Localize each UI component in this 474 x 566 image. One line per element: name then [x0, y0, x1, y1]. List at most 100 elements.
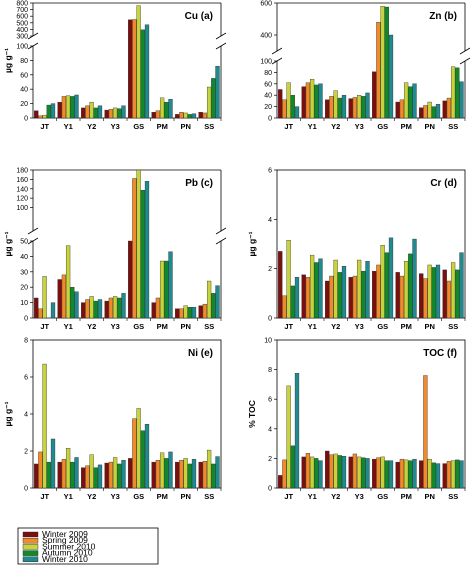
bar-JT-0 — [278, 475, 283, 489]
bar-SS-2 — [450, 262, 456, 319]
y-tick-label: 0 — [268, 116, 272, 123]
bar-PN-2 — [427, 264, 432, 319]
bar-SS-3 — [455, 459, 460, 489]
bar-Y1-3 — [70, 461, 75, 489]
bar-PM-4 — [168, 451, 173, 489]
bar-SS-0 — [198, 112, 203, 119]
bar-Y2-4 — [341, 266, 347, 319]
axis-break-mark — [271, 47, 283, 55]
bar-Y2-3 — [93, 467, 98, 489]
bar-Y3-3 — [117, 297, 122, 319]
bar-Y1-0 — [301, 274, 306, 319]
bar-SS-3 — [211, 293, 216, 319]
bar-GS-2 — [136, 169, 141, 319]
y-tick-label: 20 — [20, 101, 28, 108]
x-tick-label: GS — [133, 322, 144, 331]
x-tick-label: GS — [377, 492, 388, 501]
chart-panel-3: 0 2 4 6 JT Y1 Y2 Y3 GS PM PN SS Cr (d) µg g⁻¹ — [247, 168, 466, 331]
panel-title: TOC (f) — [423, 348, 457, 359]
bar-JT-1 — [38, 451, 43, 489]
y-tick-label: 80 — [264, 70, 272, 77]
bar-PM-2 — [159, 452, 165, 489]
legend-entry: Autumn 2010 — [42, 548, 93, 558]
bar-PM-1 — [399, 275, 405, 319]
y-axis-label: µg g⁻¹ — [247, 231, 257, 256]
bar-JT-4 — [294, 373, 300, 489]
bar-PN-2 — [183, 458, 188, 489]
bar-PN-4 — [435, 104, 441, 119]
bar-Y1-0 — [57, 279, 62, 319]
bar-PM-2 — [403, 459, 409, 489]
bar-SS-2 — [450, 66, 456, 119]
bar-PN-0 — [419, 107, 424, 119]
y-tick-label: 2 — [24, 449, 28, 456]
bar-Y3-1 — [352, 97, 358, 119]
bar-SS-0 — [198, 305, 203, 319]
bar-GS-1 — [376, 457, 381, 489]
bar-Y1-3 — [314, 84, 319, 119]
bar-GS-4 — [144, 24, 150, 119]
y-tick-label: 20 — [20, 285, 28, 292]
bar-PM-2 — [159, 260, 165, 319]
bar-JT-0 — [34, 463, 39, 489]
bar-Y1-3 — [70, 96, 75, 119]
bar-JT-1 — [282, 295, 287, 319]
bar-Y3-0 — [104, 462, 109, 489]
bar-GS-0 — [128, 458, 133, 489]
bar-Y2-1 — [329, 454, 334, 489]
y-tick-label: 40 — [20, 87, 28, 94]
bar-Y3-3 — [361, 457, 366, 489]
y-tick-label: 8 — [268, 367, 272, 374]
x-tick-label: Y3 — [355, 322, 364, 331]
bar-Y2-3 — [337, 272, 342, 319]
bar-PN-1 — [423, 278, 428, 319]
x-tick-label: GS — [133, 122, 144, 131]
x-tick-label: Y1 — [64, 322, 73, 331]
bar-PM-1 — [155, 297, 161, 319]
bar-SS-3 — [455, 269, 460, 319]
bar-Y2-3 — [337, 455, 342, 489]
bar-JT-0 — [34, 297, 39, 319]
bar-Y3-1 — [352, 275, 358, 319]
bar-GS-4 — [144, 181, 150, 319]
y-axis-label: µg g⁻¹ — [3, 48, 13, 73]
x-tick-label: Y2 — [331, 492, 340, 501]
bar-SS-2 — [206, 280, 212, 319]
x-tick-label: PN — [425, 492, 435, 501]
x-tick-label: GS — [133, 492, 144, 501]
x-tick-label: Y1 — [308, 122, 317, 131]
bar-PM-2 — [159, 97, 165, 119]
bar-PN-4 — [191, 459, 197, 489]
x-tick-label: Y2 — [87, 492, 96, 501]
x-tick-label: SS — [448, 492, 458, 501]
bar-GS-0 — [372, 270, 377, 319]
bar-Y2-4 — [341, 456, 347, 489]
bar-JT-1 — [38, 308, 43, 319]
bar-SS-0 — [442, 100, 447, 119]
chart-panel-5: 0 2 4 6 8 10 JT Y1 Y2 Y3 GS PM PN SS TOC (f) % TOC — [247, 338, 466, 501]
y-tick-label: 60 — [264, 81, 272, 88]
bar-PM-3 — [164, 458, 169, 489]
x-tick-label: JT — [40, 492, 49, 501]
bar-GS-4 — [144, 423, 150, 489]
bar-Y1-3 — [314, 262, 319, 319]
bar-Y3-0 — [348, 277, 353, 319]
legend-swatch — [22, 531, 39, 538]
bar-JT-3 — [46, 461, 51, 489]
y-tick-label: 0 — [24, 316, 28, 323]
legend-swatch — [22, 556, 39, 562]
y-tick-label: 30 — [20, 269, 28, 276]
bar-Y3-2 — [112, 457, 118, 489]
y-tick-label: 160 — [16, 177, 28, 184]
bar-PN-0 — [175, 114, 180, 119]
bar-Y3-2 — [112, 296, 118, 319]
y-axis-label: % TOC — [247, 400, 257, 428]
y-tick-label: 800 — [16, 1, 28, 8]
x-tick-label: Y1 — [308, 492, 317, 501]
bar-JT-0 — [278, 251, 283, 319]
bar-Y1-1 — [61, 274, 67, 319]
bar-JT-4 — [50, 103, 56, 119]
bar-PN-1 — [423, 105, 428, 119]
x-tick-label: Y2 — [331, 322, 340, 331]
bar-Y1-2 — [309, 254, 315, 319]
